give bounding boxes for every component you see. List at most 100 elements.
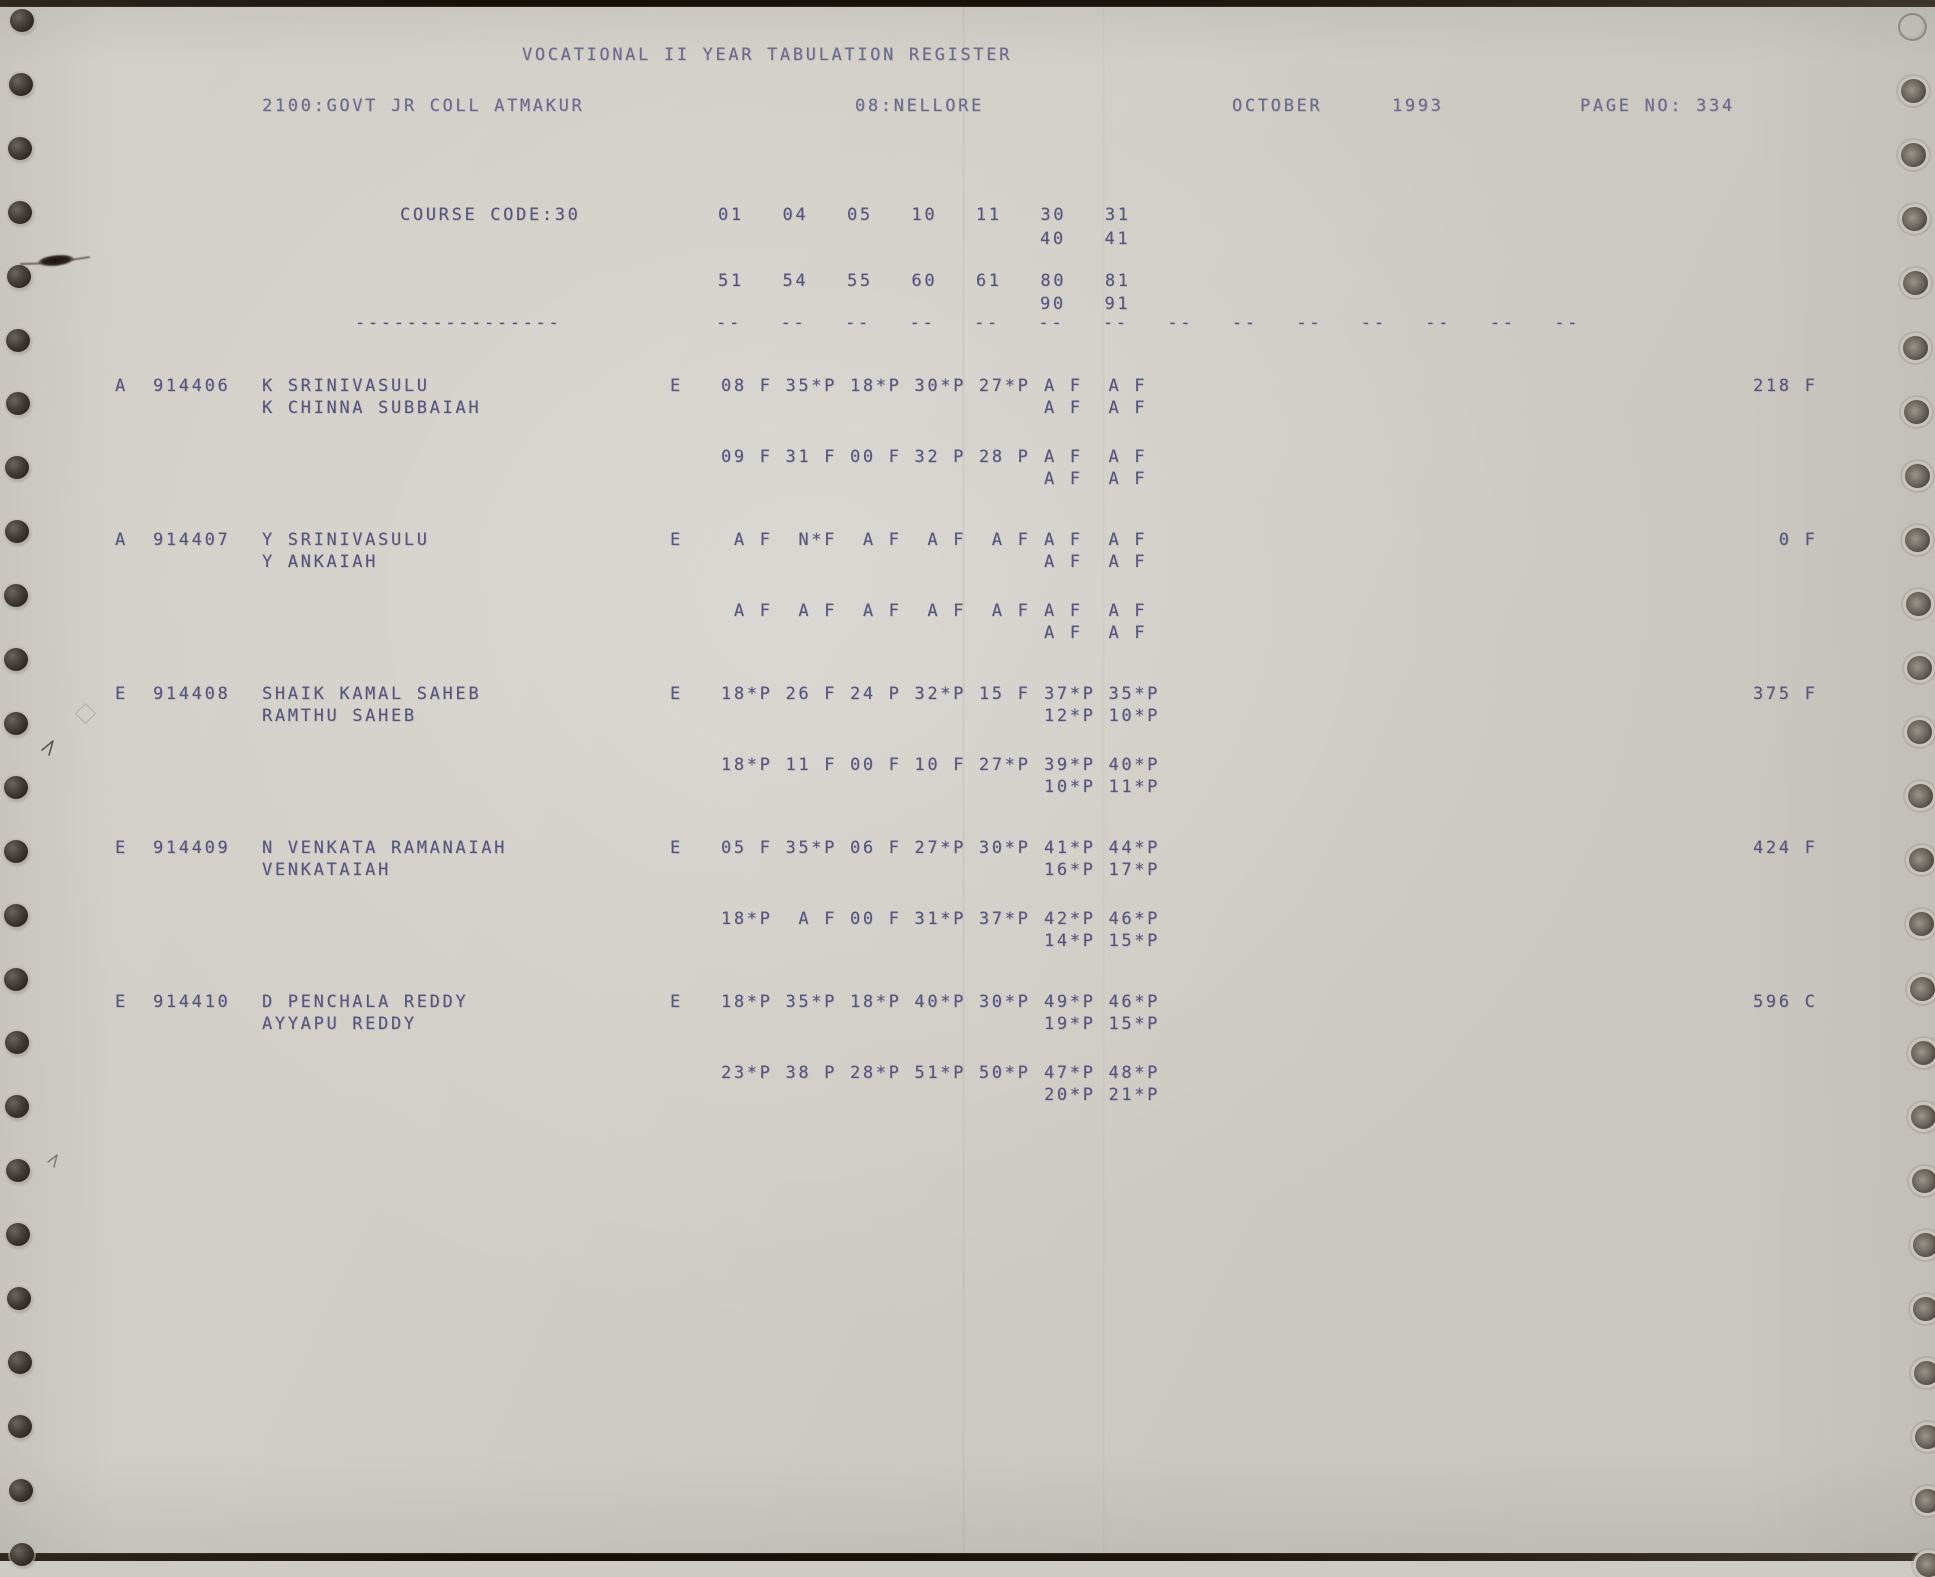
sprocket-hole-left — [4, 967, 29, 991]
pen-mark — [40, 738, 62, 758]
sprocket-hole-left — [7, 1350, 32, 1374]
sprocket-hole-left — [5, 1159, 30, 1183]
sprocket-hole-left — [10, 9, 34, 32]
sprocket-hole-left — [4, 584, 29, 608]
sprocket-hole-left — [4, 839, 29, 863]
record-name: N VENKATA RAMANAIAH — [262, 838, 508, 858]
sprocket-hole-right — [1906, 656, 1932, 680]
record-total: 375 F — [1753, 684, 1818, 704]
record-regno: 914406 — [153, 376, 231, 396]
subject-codes-row2: 51 54 55 60 61 80 81 — [718, 271, 1131, 291]
record-pair-row1b: A F A F — [1044, 552, 1148, 572]
sprocket-hole-right — [1908, 848, 1934, 873]
record-status: A — [115, 530, 128, 550]
course-code-label: COURSE CODE:30 — [400, 205, 581, 225]
record-status: E — [115, 684, 128, 704]
sprocket-hole-right — [1907, 720, 1933, 745]
record-father-name: VENKATAIAH — [262, 860, 391, 880]
sprocket-hole-right — [1902, 207, 1927, 232]
sprocket-hole-left — [5, 456, 30, 480]
sprocket-hole-left — [9, 72, 34, 96]
sprocket-hole-left — [4, 711, 29, 735]
record-pair-row2: A F A F — [1044, 601, 1148, 621]
sprocket-hole-right — [1914, 1425, 1935, 1450]
record-father-name: Y ANKAIAH — [262, 552, 379, 572]
record-medium: E — [670, 684, 683, 704]
exam-month: OCTOBER — [1232, 96, 1323, 116]
sprocket-hole-right — [1900, 15, 1925, 39]
sprocket-hole-left — [8, 136, 33, 160]
record-name: Y SRINIVASULU — [262, 530, 430, 550]
sprocket-hole-right — [1903, 335, 1929, 360]
pen-mark — [46, 1152, 66, 1170]
record-pair-row1b: 12*P 10*P — [1044, 706, 1161, 726]
record-pair-row1b: 19*P 15*P — [1044, 1014, 1161, 1034]
sprocket-hole-right — [1909, 912, 1935, 937]
sprocket-hole-left — [4, 648, 29, 671]
record-total: 596 C — [1753, 992, 1818, 1012]
record-medium: E — [670, 992, 683, 1012]
record-regno: 914410 — [153, 992, 231, 1012]
record-marks-row2: 23*P 38 P 28*P 51*P 50*P — [721, 1063, 1031, 1083]
sprocket-hole-right — [1901, 143, 1927, 168]
sprocket-hole-left — [5, 392, 30, 416]
record-pair-row1b: A F A F — [1044, 398, 1148, 418]
separator-line: ---------------- -- -- -- -- -- -- -- --… — [355, 313, 1581, 333]
report-title: VOCATIONAL II YEAR TABULATION REGISTER — [522, 45, 1013, 65]
record-pair-row1: A F A F — [1044, 530, 1148, 550]
sprocket-hole-right — [1904, 463, 1930, 488]
record-pair-row1: 37*P 35*P — [1044, 684, 1161, 704]
record-total: 0 F — [1753, 530, 1818, 550]
sprocket-hole-right — [1913, 1297, 1935, 1321]
record-status: E — [115, 838, 128, 858]
record-regno: 914407 — [153, 530, 231, 550]
record-medium: E — [670, 376, 683, 396]
record-marks-row1: 08 F 35*P 18*P 30*P 27*P — [721, 376, 1031, 396]
subject-codes-row2b: 90 91 — [1040, 294, 1131, 314]
subject-codes-row1: 01 04 05 10 11 30 31 — [718, 205, 1131, 225]
sprocket-hole-left — [4, 520, 29, 544]
subject-codes-row1b: 40 41 — [1040, 229, 1131, 249]
sprocket-hole-left — [10, 1542, 34, 1566]
record-pair-row1: A F A F — [1044, 376, 1148, 396]
record-pair-row2b: 10*P 11*P — [1044, 777, 1161, 797]
record-marks-row2: A F A F A F A F A F — [721, 601, 1031, 621]
record-father-name: RAMTHU SAHEB — [262, 706, 417, 726]
sprocket-hole-right — [1908, 784, 1933, 809]
record-total: 218 F — [1753, 376, 1818, 396]
record-pair-row2b: 20*P 21*P — [1044, 1085, 1161, 1105]
scan-bottom-edge — [0, 1553, 1935, 1561]
record-marks-row1: 18*P 26 F 24 P 32*P 15 F — [721, 684, 1031, 704]
sprocket-hole-left — [6, 328, 31, 352]
paper-crease — [962, 0, 965, 1561]
sprocket-hole-right — [1910, 976, 1935, 1001]
sprocket-hole-left — [7, 200, 32, 224]
record-regno: 914409 — [153, 838, 231, 858]
record-father-name: K CHINNA SUBBAIAH — [262, 398, 482, 418]
sprocket-hole-left — [4, 903, 29, 927]
record-pair-row2: A F A F — [1044, 447, 1148, 467]
record-marks-row2: 09 F 31 F 00 F 32 P 28 P — [721, 447, 1031, 467]
sprocket-hole-left — [5, 1095, 30, 1119]
record-regno: 914408 — [153, 684, 231, 704]
sprocket-hole-right — [1915, 1489, 1935, 1514]
record-status: E — [115, 992, 128, 1012]
record-pair-row1b: 16*P 17*P — [1044, 860, 1161, 880]
sprocket-hole-right — [1902, 271, 1928, 296]
record-medium: E — [670, 838, 683, 858]
record-pair-row2b: 14*P 15*P — [1044, 931, 1161, 951]
sprocket-hole-left — [9, 1478, 34, 1502]
record-medium: E — [670, 530, 683, 550]
sprocket-hole-right — [1914, 1361, 1935, 1386]
record-marks-row1: 05 F 35*P 06 F 27*P 30*P — [721, 838, 1031, 858]
exam-year: 1993 — [1392, 96, 1444, 116]
record-father-name: AYYAPU REDDY — [262, 1014, 417, 1034]
record-name: D PENCHALA REDDY — [262, 992, 469, 1012]
page-number: PAGE NO: 334 — [1580, 96, 1735, 116]
sprocket-hole-right — [1900, 79, 1926, 104]
record-total: 424 F — [1753, 838, 1818, 858]
record-pair-row2: 39*P 40*P — [1044, 755, 1161, 775]
sprocket-hole-right — [1906, 591, 1931, 616]
